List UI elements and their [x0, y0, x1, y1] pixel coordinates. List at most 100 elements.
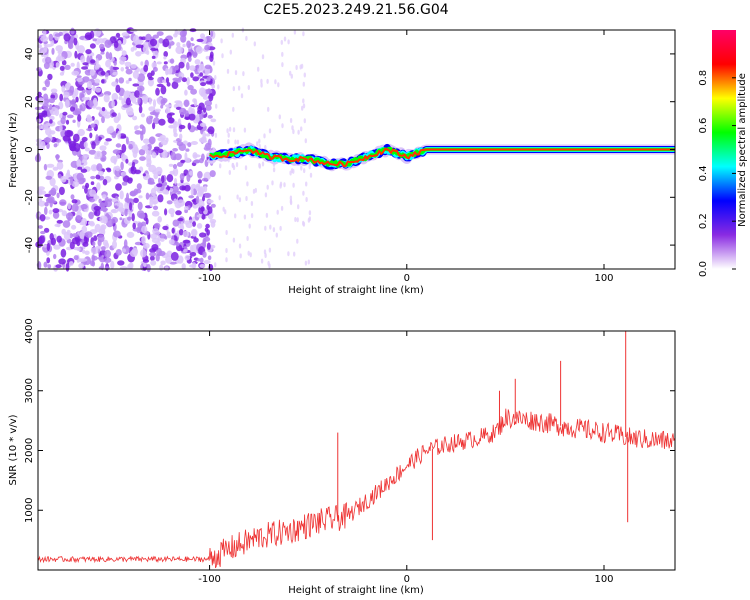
noise-blob	[204, 100, 212, 107]
noise-blob	[121, 50, 127, 57]
noise-blob	[228, 126, 232, 132]
noise-blob	[147, 181, 156, 185]
noise-blob	[88, 149, 97, 155]
noise-blob	[86, 128, 93, 132]
noise-blob	[225, 230, 228, 235]
noise-blob	[151, 244, 159, 251]
noise-blob	[156, 148, 164, 153]
noise-blob	[74, 50, 78, 59]
noise-blob	[106, 127, 115, 134]
noise-blob	[55, 45, 63, 52]
noise-blob	[149, 111, 157, 116]
noise-blob	[117, 112, 121, 121]
noise-blob	[38, 235, 45, 244]
noise-blob	[71, 224, 77, 230]
noise-blob	[87, 80, 92, 90]
x-tick-label: 0	[404, 273, 410, 284]
noise-blob	[71, 180, 80, 188]
noise-blob	[189, 65, 196, 71]
noise-blob	[60, 248, 67, 258]
noise-blob	[50, 88, 58, 94]
noise-blob	[180, 221, 184, 230]
noise-blob	[44, 193, 51, 198]
noise-blob	[158, 118, 166, 126]
noise-blob	[199, 232, 207, 238]
noise-blob	[198, 102, 205, 111]
noise-blob	[59, 93, 64, 102]
noise-blob	[234, 139, 237, 145]
noise-blob	[174, 121, 178, 128]
noise-blob	[197, 258, 201, 262]
noise-blob	[197, 187, 204, 196]
noise-blob	[160, 238, 165, 242]
noise-blob	[64, 64, 71, 70]
noise-blob	[203, 185, 208, 193]
noise-blob	[253, 41, 256, 47]
noise-blob	[141, 36, 147, 41]
noise-blob	[100, 51, 105, 55]
noise-blob	[168, 124, 176, 129]
noise-blob	[245, 35, 248, 41]
noise-blob	[186, 62, 190, 71]
noise-blob	[197, 200, 205, 208]
noise-blob	[79, 104, 83, 111]
noise-blob	[97, 239, 102, 247]
noise-blob	[47, 110, 51, 117]
noise-blob	[192, 76, 199, 82]
noise-blob	[302, 98, 305, 104]
noise-blob	[42, 102, 49, 110]
noise-blob	[73, 37, 78, 46]
noise-blob	[260, 82, 263, 88]
noise-blob	[171, 185, 179, 193]
noise-blob	[118, 96, 123, 101]
noise-blob	[192, 221, 196, 227]
noise-blob	[53, 253, 57, 260]
noise-blob	[171, 227, 175, 234]
noise-blob	[49, 177, 56, 187]
noise-blob	[37, 112, 46, 117]
noise-blob	[204, 89, 213, 95]
noise-blob	[283, 182, 286, 188]
noise-blob	[204, 227, 209, 233]
noise-blob	[178, 143, 187, 151]
noise-blob	[172, 164, 178, 169]
noise-blob	[81, 97, 90, 101]
noise-blob	[77, 114, 82, 122]
noise-blob	[70, 106, 75, 112]
noise-blob	[166, 174, 174, 183]
noise-blob	[225, 248, 228, 253]
noise-blob	[202, 131, 206, 139]
noise-blob	[130, 64, 137, 69]
noise-blob	[80, 218, 88, 226]
noise-blob	[149, 115, 154, 120]
noise-blob	[137, 201, 143, 211]
noise-blob	[62, 220, 71, 228]
noise-blob	[195, 195, 200, 204]
noise-blob	[175, 242, 180, 247]
spectrogram-noise-cloud	[34, 27, 313, 273]
noise-blob	[170, 251, 179, 261]
noise-blob	[187, 56, 192, 62]
noise-blob	[120, 135, 127, 139]
noise-blob	[205, 133, 211, 137]
noise-blob	[200, 206, 205, 212]
noise-blob	[90, 59, 96, 64]
noise-blob	[146, 264, 151, 273]
noise-blob	[128, 77, 132, 82]
noise-blob	[236, 139, 240, 145]
noise-blob	[302, 190, 305, 196]
noise-blob	[123, 239, 128, 249]
noise-blob	[99, 202, 105, 209]
noise-blob	[212, 60, 216, 66]
noise-blob	[139, 213, 145, 219]
noise-blob	[127, 177, 133, 184]
noise-blob	[254, 187, 257, 193]
noise-blob	[65, 263, 70, 272]
noise-blob	[124, 201, 130, 211]
noise-blob	[258, 143, 261, 149]
noise-blob	[79, 258, 88, 262]
noise-blob	[40, 230, 46, 235]
noise-blob	[128, 143, 133, 150]
noise-blob	[89, 132, 93, 139]
noise-blob	[234, 213, 237, 219]
